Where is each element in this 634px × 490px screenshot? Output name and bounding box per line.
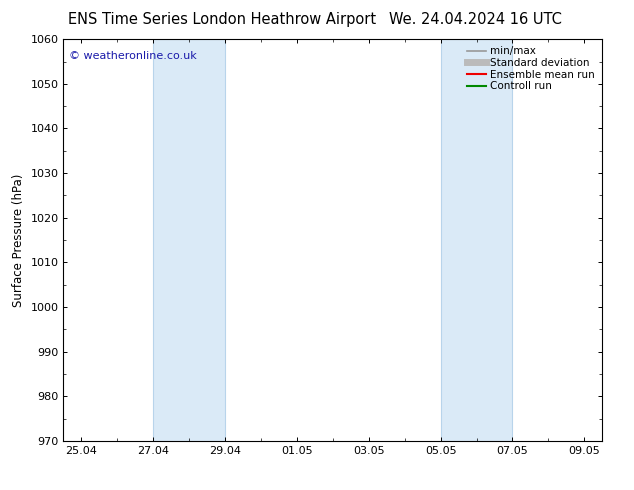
Text: We. 24.04.2024 16 UTC: We. 24.04.2024 16 UTC bbox=[389, 12, 562, 27]
Text: ENS Time Series London Heathrow Airport: ENS Time Series London Heathrow Airport bbox=[68, 12, 376, 27]
Bar bbox=[441, 39, 512, 441]
Text: © weatheronline.co.uk: © weatheronline.co.uk bbox=[68, 51, 197, 61]
Y-axis label: Surface Pressure (hPa): Surface Pressure (hPa) bbox=[12, 173, 25, 307]
Legend: min/max, Standard deviation, Ensemble mean run, Controll run: min/max, Standard deviation, Ensemble me… bbox=[465, 45, 597, 93]
Bar bbox=[153, 39, 225, 441]
